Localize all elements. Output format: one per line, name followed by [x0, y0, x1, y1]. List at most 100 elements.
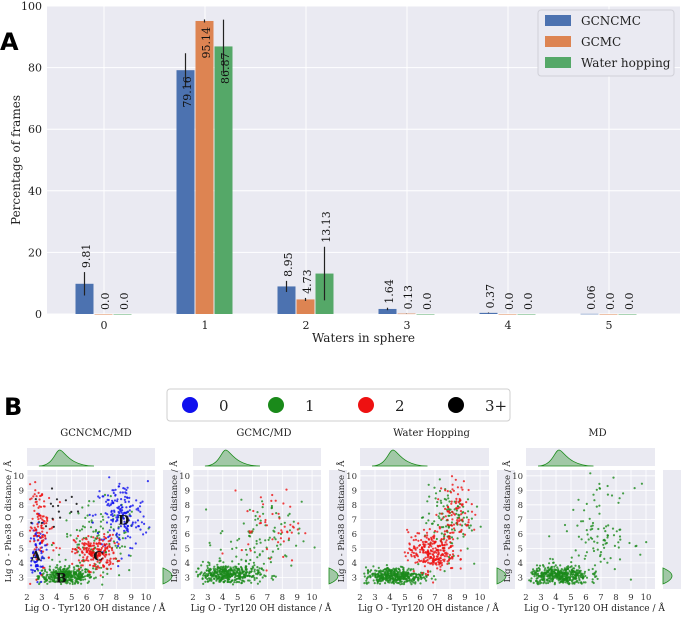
data-label: 0.0 — [522, 293, 535, 311]
scatter-point — [204, 576, 207, 579]
scatter-point — [261, 506, 264, 509]
scatter-point — [417, 577, 420, 580]
scatter-point — [577, 535, 581, 538]
scatter-point — [95, 567, 98, 571]
scatter-point — [56, 566, 59, 569]
x-tick-label: 8 — [280, 593, 285, 603]
scatter-point — [462, 516, 465, 519]
scatter-point — [591, 567, 594, 571]
scatter-point — [29, 537, 32, 540]
scatter-point — [468, 526, 471, 530]
scatter-point — [430, 538, 433, 542]
scatter-point — [107, 549, 110, 553]
scatter-point — [451, 488, 454, 491]
scatter-point — [196, 575, 199, 578]
scatter-point — [470, 503, 473, 506]
scatter-point — [540, 576, 543, 579]
data-label: 9.81 — [80, 244, 93, 269]
scatter-point — [106, 546, 109, 549]
scatter-point — [545, 569, 549, 572]
scatter-point — [253, 551, 256, 554]
scatter-point — [89, 542, 92, 545]
scatter-point — [68, 582, 71, 585]
scatter-point — [565, 530, 569, 533]
scatter-point — [117, 565, 120, 568]
panel-a-label: A — [0, 28, 19, 56]
scatter-point — [428, 528, 431, 531]
scatter-point — [207, 577, 211, 580]
region-label: A — [30, 550, 42, 565]
data-label: 8.95 — [282, 252, 295, 277]
scatter-point — [41, 550, 45, 553]
scatter-point — [439, 568, 442, 571]
scatter-point — [583, 557, 586, 560]
scatter-point — [109, 495, 112, 498]
scatter-point — [90, 535, 93, 539]
scatter-point — [86, 551, 89, 554]
scatter-point — [204, 580, 207, 583]
scatter-point — [460, 530, 463, 533]
scatter-point — [602, 543, 605, 546]
scatter-point — [77, 565, 80, 568]
scatter-point — [221, 570, 224, 573]
scatter-point — [369, 575, 372, 578]
scatter-point — [273, 526, 276, 529]
scatter-point — [33, 526, 36, 529]
scatter-point — [77, 573, 80, 576]
scatter-point — [413, 554, 416, 558]
scatter-point — [406, 569, 409, 572]
scatter-point — [451, 483, 454, 486]
scatter-point — [414, 538, 418, 541]
scatter-point — [231, 560, 234, 563]
scatter-point — [250, 567, 253, 570]
scatter-point — [29, 582, 32, 586]
scatter-point — [57, 510, 61, 513]
scatter-point — [37, 534, 40, 538]
scatter-point — [459, 558, 462, 561]
scatter-point — [108, 504, 111, 507]
bar-water-hopping — [214, 46, 233, 314]
scatter-point — [117, 527, 120, 530]
scatter-point — [82, 548, 86, 551]
scatter-point — [438, 527, 441, 530]
scatter-point — [295, 544, 298, 547]
scatter-point — [560, 568, 563, 571]
scatter-point — [81, 538, 84, 541]
scatter-point — [117, 537, 120, 540]
scatter-point — [222, 561, 225, 564]
scatter-point — [261, 550, 264, 553]
scatter-point — [285, 488, 288, 491]
scatter-point — [84, 516, 87, 520]
top-marginal — [526, 448, 655, 466]
scatter-point — [83, 559, 86, 562]
scatter-point — [427, 555, 430, 558]
kde-curve — [328, 567, 339, 585]
scatter-point — [425, 579, 428, 582]
scatter-point — [378, 580, 381, 583]
scatter-point — [587, 538, 590, 541]
scatter-point — [48, 573, 51, 576]
scatter-point — [443, 543, 446, 546]
scatter-point — [382, 570, 385, 573]
scatter-point — [118, 505, 121, 508]
scatter-point — [48, 565, 52, 568]
scatter-point — [607, 524, 610, 527]
scatter-point — [253, 576, 256, 580]
scatter-point — [438, 489, 442, 493]
scatter-point — [277, 541, 280, 544]
bar-gcmc — [397, 313, 416, 315]
scatter-point — [412, 539, 415, 542]
scatter-point — [30, 521, 33, 524]
scatter-point — [559, 564, 562, 567]
scatter-point — [429, 541, 432, 544]
scatter-point — [240, 582, 243, 585]
scatter-point — [581, 576, 584, 579]
scatter-point — [432, 561, 435, 564]
scatter-point — [378, 570, 382, 573]
scatter-point — [91, 544, 94, 547]
y-axis-label: Lig O - Phe38 O distance / Å — [501, 460, 513, 583]
scatter-point — [40, 524, 43, 527]
scatter-point — [452, 489, 455, 492]
scatter-point — [237, 567, 240, 570]
y-tick-label: 5 — [352, 544, 357, 554]
